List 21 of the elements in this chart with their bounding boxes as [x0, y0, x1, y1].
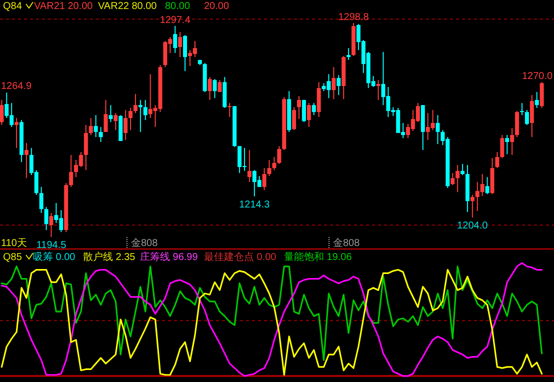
text: 庄筹线 96.99 [140, 251, 198, 263]
text: 最佳建仓点 0.00 [204, 251, 277, 263]
annotation: 1194.5 [36, 240, 67, 251]
annotation: 1270.0 [522, 71, 553, 82]
text: 量能饱和 19.06 [284, 251, 352, 263]
text: Q85 [3, 252, 22, 263]
text: 80.00 [165, 1, 190, 12]
text: Q84 [3, 1, 22, 12]
annotation: 1264.9 [1, 81, 32, 92]
text: 金808 [131, 237, 158, 249]
annotation: 1204.0 [457, 220, 488, 232]
text: 金808 [333, 237, 360, 249]
text: 20.00 [204, 1, 230, 12]
annotation: 1298.8 [338, 12, 370, 23]
annotation: 1214.3 [239, 199, 270, 210]
text: 110天 [1, 238, 27, 249]
text: VAR22 80.00 [98, 1, 158, 12]
text: 散户线 2.35 [83, 251, 136, 263]
text: VAR21 20.00 [34, 1, 94, 12]
text: 吸筹 0.00 [33, 251, 76, 263]
annotation: 1297.4 [160, 14, 191, 26]
